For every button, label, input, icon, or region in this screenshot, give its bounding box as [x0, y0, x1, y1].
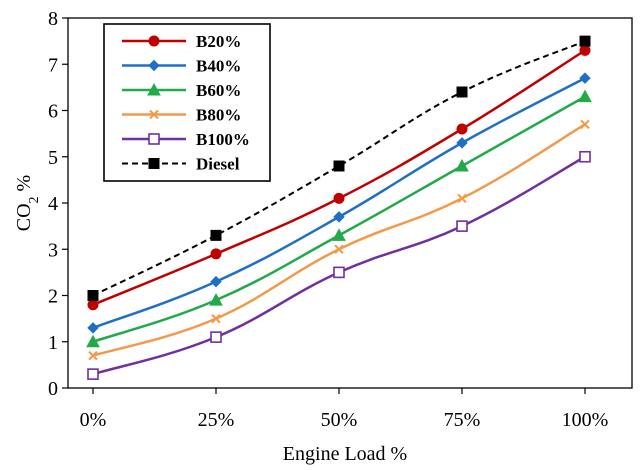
legend-item-diesel: Diesel [122, 155, 240, 174]
legend: B20% B40% B60% B80% B100% Diesel [103, 23, 271, 182]
data-point-diesel [456, 86, 468, 98]
y-tick-label: 8 [48, 8, 58, 30]
series-b100 [87, 150, 591, 380]
data-point-b20 [579, 44, 591, 56]
y-tick-label: 3 [48, 239, 58, 261]
legend-item-b40: B40% [122, 57, 241, 76]
x-marker-stroke [334, 244, 344, 254]
legend-item-b100: B100% [122, 130, 250, 149]
x-marker-stroke [88, 350, 98, 361]
data-point-b60 [455, 158, 469, 172]
legend-marker [147, 82, 161, 96]
legend-label: B80% [196, 106, 241, 125]
data-point-b40 [87, 322, 99, 334]
data-point-b100 [333, 266, 345, 279]
data-point-b20 [210, 248, 222, 260]
data-point-b20 [87, 299, 99, 311]
y-title-unit: % [13, 175, 35, 197]
series-b80 [88, 119, 590, 361]
y-tick-label: 4 [48, 193, 58, 215]
x-tick-label: 25% [198, 409, 235, 431]
series-lines-layer [86, 35, 592, 380]
legend-marker [148, 133, 160, 145]
data-point-b60 [86, 334, 100, 348]
data-point-b100 [456, 220, 468, 232]
data-point-b60 [578, 89, 592, 103]
legend-box [103, 23, 271, 182]
x-axis-title: Engine Load % [283, 443, 407, 465]
data-point-b20 [333, 192, 345, 204]
data-point-b80 [88, 350, 98, 361]
data-point-b100 [210, 331, 222, 343]
y-tick-label: 2 [48, 286, 58, 308]
legend-item-b20: B20% [122, 32, 241, 51]
legend-item-b60: B60% [122, 81, 241, 100]
y-tick-label: 6 [48, 101, 58, 123]
y-tick-label: 7 [48, 54, 58, 76]
data-point-b80 [211, 313, 221, 324]
legend-label: B20% [196, 32, 241, 51]
y-tick-label: 1 [48, 332, 58, 354]
data-point-b80 [457, 193, 467, 204]
legend-label: B60% [196, 81, 241, 100]
y-title-subscript: 2 [27, 196, 42, 203]
data-point-diesel [579, 35, 591, 47]
x-marker-stroke [580, 119, 590, 130]
y-title-main: CO [13, 203, 35, 231]
x-tick-label: 50% [321, 409, 358, 431]
data-point-b40 [579, 72, 591, 84]
data-point-b40 [456, 137, 468, 149]
series-diesel [87, 35, 591, 301]
series-b60 [86, 89, 592, 348]
legend-label: B100% [196, 130, 250, 149]
legend-item-b80: B80% [122, 106, 241, 125]
legend-marker [148, 158, 160, 169]
data-point-b100 [87, 368, 99, 380]
legend-label: B40% [196, 57, 241, 76]
data-point-b40 [333, 211, 345, 223]
x-marker-stroke [211, 313, 221, 324]
x-tick-label: 0% [80, 409, 107, 431]
x-tick-label: 100% [562, 409, 609, 431]
legend-marker [149, 109, 159, 120]
legend-marker [148, 35, 160, 47]
y-axis-title: CO2 % [13, 175, 42, 231]
legend-label: Diesel [196, 155, 240, 174]
data-point-b60 [332, 228, 346, 241]
series-b20 [87, 44, 591, 311]
series-b40 [87, 72, 591, 334]
axes-layer: 0 1 2 3 4 5 6 7 8 0% 25% 50% 75% 100% [48, 8, 633, 431]
data-point-b100 [579, 150, 591, 163]
x-marker-stroke [457, 193, 467, 204]
data-point-diesel [210, 229, 222, 241]
legend-marker [148, 59, 160, 72]
x-marker-stroke [149, 109, 159, 120]
data-point-b80 [580, 119, 590, 130]
series-line-b100 [92, 155, 586, 376]
data-point-diesel [87, 290, 99, 301]
data-point-b20 [456, 123, 468, 135]
x-tick-label: 75% [444, 409, 481, 431]
data-point-b80 [334, 244, 344, 254]
data-point-b60 [209, 293, 223, 306]
y-tick-label: 0 [48, 378, 58, 400]
data-point-diesel [333, 160, 345, 172]
data-point-b40 [210, 275, 222, 288]
y-tick-label: 5 [48, 147, 58, 169]
